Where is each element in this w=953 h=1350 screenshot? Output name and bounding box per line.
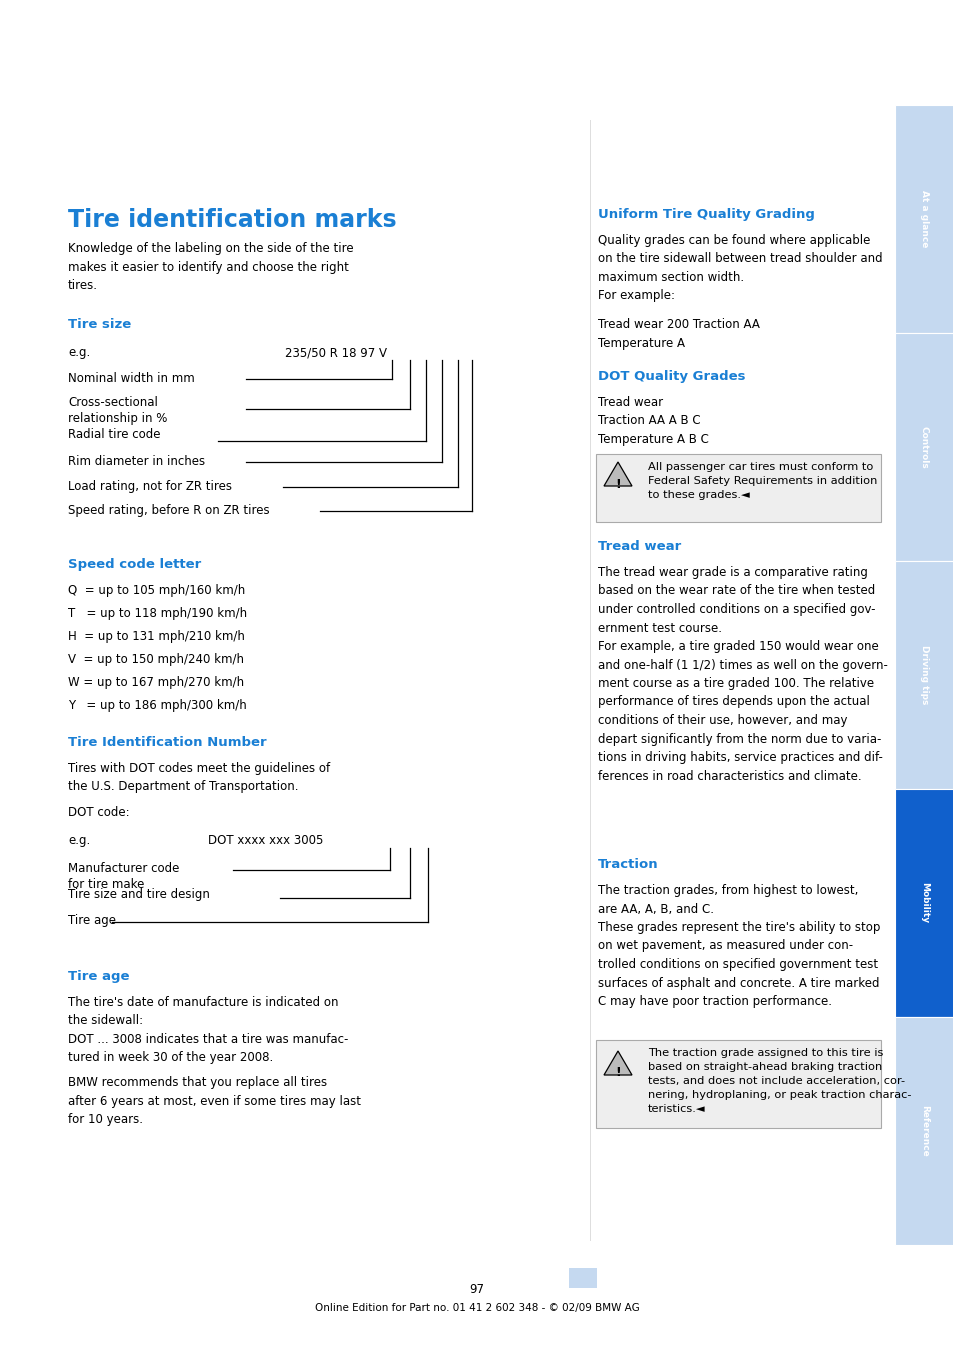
Text: DOT xxxx xxx 3005: DOT xxxx xxx 3005: [208, 834, 323, 846]
Bar: [596, 454, 880, 522]
Text: Cross-sectional
relationship in %: Cross-sectional relationship in %: [68, 396, 167, 425]
Text: T   = up to 118 mph/190 km/h: T = up to 118 mph/190 km/h: [68, 608, 247, 620]
Text: The tire's date of manufacture is indicated on
the sidewall:
DOT ... 3008 indica: The tire's date of manufacture is indica…: [68, 996, 348, 1065]
Text: Tire age: Tire age: [68, 914, 116, 927]
Text: Y   = up to 186 mph/300 km/h: Y = up to 186 mph/300 km/h: [68, 699, 247, 711]
Text: H  = up to 131 mph/210 km/h: H = up to 131 mph/210 km/h: [68, 630, 245, 643]
Text: DOT code:: DOT code:: [68, 806, 130, 819]
Text: Mobility: Mobility: [919, 883, 928, 923]
Bar: [894, 562, 953, 788]
Bar: [894, 788, 953, 1017]
Text: All passenger car tires must conform to
Federal Safety Requirements in addition
: All passenger car tires must conform to …: [647, 462, 877, 500]
Text: Tire age: Tire age: [68, 971, 130, 983]
Text: Speed rating, before R on ZR tires: Speed rating, before R on ZR tires: [68, 504, 270, 517]
Text: Tire Identification Number: Tire Identification Number: [68, 736, 266, 749]
Bar: [894, 1017, 953, 1245]
Text: The tread wear grade is a comparative rating
based on the wear rate of the tire : The tread wear grade is a comparative ra…: [598, 566, 887, 783]
Text: Tread wear: Tread wear: [598, 540, 680, 553]
Bar: [894, 333, 953, 562]
Bar: [568, 1268, 597, 1288]
Text: Reference: Reference: [919, 1106, 928, 1157]
Bar: [894, 105, 953, 333]
Text: Speed code letter: Speed code letter: [68, 558, 201, 571]
Text: 235/50 R 18 97 V: 235/50 R 18 97 V: [285, 346, 387, 359]
Text: Tires with DOT codes meet the guidelines of
the U.S. Department of Transportatio: Tires with DOT codes meet the guidelines…: [68, 761, 330, 792]
Text: Tread wear
Traction AA A B C
Temperature A B C: Tread wear Traction AA A B C Temperature…: [598, 396, 708, 446]
Polygon shape: [603, 462, 631, 486]
Text: Tread wear 200 Traction AA
Temperature A: Tread wear 200 Traction AA Temperature A: [598, 319, 760, 350]
Text: Uniform Tire Quality Grading: Uniform Tire Quality Grading: [598, 208, 814, 221]
Text: Load rating, not for ZR tires: Load rating, not for ZR tires: [68, 481, 232, 493]
Text: Rim diameter in inches: Rim diameter in inches: [68, 455, 205, 468]
Text: The traction grades, from highest to lowest,
are AA, A, B, and C.
These grades r: The traction grades, from highest to low…: [598, 884, 880, 1008]
Text: 97: 97: [469, 1282, 484, 1296]
Text: The traction grade assigned to this tire is
based on straight-ahead braking trac: The traction grade assigned to this tire…: [647, 1048, 910, 1114]
Text: BMW recommends that you replace all tires
after 6 years at most, even if some ti: BMW recommends that you replace all tire…: [68, 1076, 360, 1126]
Text: Radial tire code: Radial tire code: [68, 428, 160, 441]
Text: W = up to 167 mph/270 km/h: W = up to 167 mph/270 km/h: [68, 676, 244, 688]
Text: Knowledge of the labeling on the side of the tire
makes it easier to identify an: Knowledge of the labeling on the side of…: [68, 242, 354, 292]
Text: Manufacturer code
for tire make: Manufacturer code for tire make: [68, 863, 179, 891]
Text: Tire size: Tire size: [68, 319, 132, 331]
Text: Controls: Controls: [919, 425, 928, 468]
Text: Q  = up to 105 mph/160 km/h: Q = up to 105 mph/160 km/h: [68, 585, 245, 597]
Text: Quality grades can be found where applicable
on the tire sidewall between tread : Quality grades can be found where applic…: [598, 234, 882, 302]
Text: At a glance: At a glance: [919, 190, 928, 247]
Text: e.g.: e.g.: [68, 834, 91, 846]
Text: Nominal width in mm: Nominal width in mm: [68, 373, 194, 385]
Text: Tire size and tire design: Tire size and tire design: [68, 888, 210, 900]
Text: Driving tips: Driving tips: [919, 645, 928, 705]
Text: Tire identification marks: Tire identification marks: [68, 208, 396, 232]
Polygon shape: [603, 1052, 631, 1075]
Text: !: !: [615, 1066, 620, 1080]
Text: V  = up to 150 mph/240 km/h: V = up to 150 mph/240 km/h: [68, 653, 244, 666]
Text: Online Edition for Part no. 01 41 2 602 348 - © 02/09 BMW AG: Online Edition for Part no. 01 41 2 602 …: [314, 1303, 639, 1314]
Text: e.g.: e.g.: [68, 346, 91, 359]
Text: DOT Quality Grades: DOT Quality Grades: [598, 370, 744, 383]
Bar: [596, 1040, 880, 1129]
Text: !: !: [615, 478, 620, 490]
Text: Traction: Traction: [598, 859, 658, 871]
